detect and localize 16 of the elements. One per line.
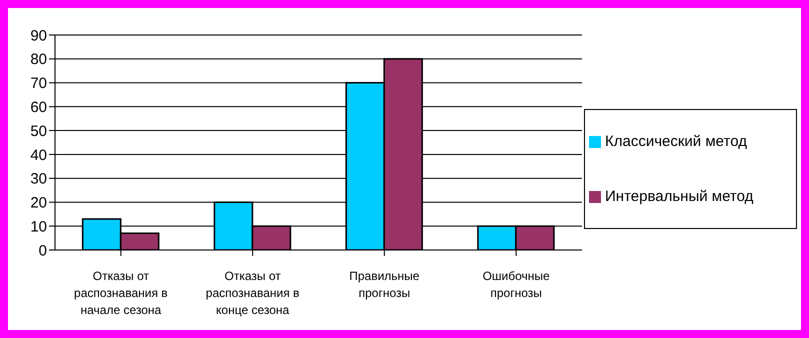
y-tick-label: 0	[38, 242, 47, 260]
y-tick-label: 40	[30, 146, 47, 164]
x-tick-label: Отказы от распознавания в конце сезона	[206, 269, 300, 317]
y-tick-label: 80	[30, 51, 47, 68]
x-tick-label: Отказы от распознавания в начале сезона	[74, 269, 168, 317]
x-tick-label: Правильные прогнозы	[349, 269, 420, 300]
x-tick-label: Ошибочные прогнозы	[482, 269, 550, 300]
y-tick-label: 30	[30, 170, 47, 188]
legend-label: Классический метод	[605, 133, 747, 150]
y-tick-label: 90	[30, 27, 47, 44]
y-tick-label: 10	[30, 218, 47, 236]
y-tick-label: 60	[30, 98, 47, 116]
legend-label: Интервальный метод	[605, 188, 754, 205]
y-tick-label: 50	[30, 122, 47, 140]
y-tick-label: 70	[30, 75, 47, 92]
y-tick-label: 20	[30, 194, 47, 212]
